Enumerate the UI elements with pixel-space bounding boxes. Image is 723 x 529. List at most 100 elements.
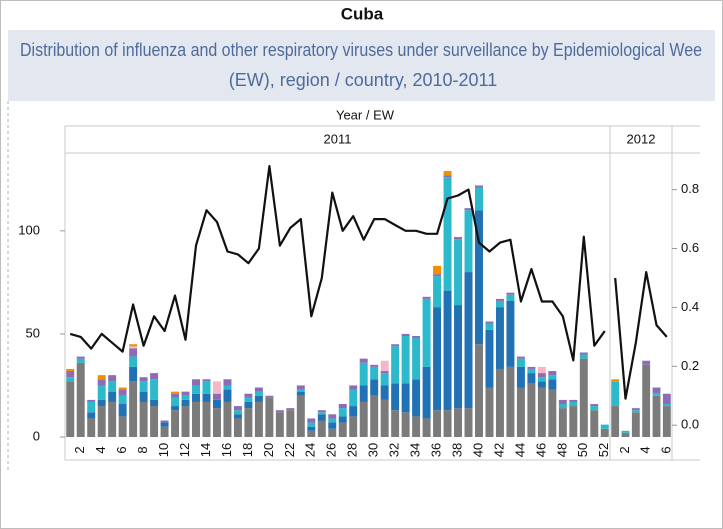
bar-segment xyxy=(223,385,232,390)
bar-segment xyxy=(296,385,305,390)
x-tick-label: 2 xyxy=(72,446,87,453)
x-tick-label: 38 xyxy=(449,443,464,457)
x-tick-label: 14 xyxy=(198,443,213,457)
x-tick-label: 34 xyxy=(408,443,423,457)
bar-segment xyxy=(317,410,326,413)
x-tick-label: 8 xyxy=(135,446,150,453)
bar-segment xyxy=(139,377,148,382)
bar-segment xyxy=(621,430,630,433)
bar-segment xyxy=(265,397,274,437)
bar-segment xyxy=(631,412,640,437)
bar-segment xyxy=(317,414,326,421)
bar-segment xyxy=(475,344,483,437)
y2-tick-label: 0.4 xyxy=(681,299,699,314)
bar-segment xyxy=(537,366,546,374)
bar-segment xyxy=(171,397,180,407)
bar-segment xyxy=(212,381,221,394)
bar-segment xyxy=(286,410,295,437)
bar-segment xyxy=(433,410,442,437)
bar-segment xyxy=(506,292,515,295)
x-tick-label: 4 xyxy=(638,446,653,453)
chart-subtitle: Distribution of influenza and other resp… xyxy=(20,40,702,60)
bar-segment xyxy=(537,387,546,437)
bar-segment xyxy=(422,366,431,419)
bar-segment xyxy=(87,418,96,437)
bar-segment xyxy=(150,373,159,380)
bar-segment xyxy=(233,414,242,419)
bar-segment xyxy=(454,305,463,409)
bar-segment xyxy=(516,387,525,437)
bar-segment xyxy=(642,360,651,365)
bar-segment xyxy=(412,335,421,339)
bar-segment xyxy=(129,381,138,437)
bar-segment xyxy=(108,391,117,402)
bar-segment xyxy=(433,274,442,277)
bar-segment xyxy=(527,373,536,384)
bar-segment xyxy=(160,420,169,423)
bar-segment xyxy=(338,422,347,437)
bar-segment xyxy=(558,399,567,405)
bar-segment xyxy=(181,406,190,437)
x-tick-label: 26 xyxy=(324,443,339,457)
bar-segment xyxy=(527,383,536,437)
bar-segment xyxy=(87,399,96,402)
bar-segment xyxy=(87,401,96,413)
bar-segment xyxy=(506,366,515,437)
bar-segment xyxy=(328,422,337,429)
bar-segment xyxy=(548,379,557,390)
bar-segment xyxy=(443,175,452,178)
bar-segment xyxy=(338,404,347,409)
bar-segment xyxy=(422,298,431,367)
bar-segment xyxy=(244,397,253,402)
bar-segment xyxy=(275,410,284,413)
bar-segment xyxy=(443,410,452,437)
bar-segment xyxy=(485,321,494,324)
x-tick-label: 6 xyxy=(658,446,673,453)
subtitle-box xyxy=(8,30,715,101)
bar-segment xyxy=(495,307,504,369)
bar-segment xyxy=(171,393,180,398)
bar-segment xyxy=(652,395,661,437)
x-tick-label: 18 xyxy=(240,443,255,457)
bar-segment xyxy=(642,364,651,437)
y2-tick-label: 0.0 xyxy=(681,417,699,432)
bar-segment xyxy=(443,171,452,176)
bar-segment xyxy=(150,406,159,437)
bar-segment xyxy=(537,373,546,378)
bar-segment xyxy=(662,406,671,437)
bar-segment xyxy=(150,379,159,400)
x-tick-label: 28 xyxy=(345,443,360,457)
bar-segment xyxy=(621,432,630,437)
bar-segment xyxy=(370,395,379,437)
bar-segment xyxy=(359,401,368,437)
bar-segment xyxy=(380,371,389,374)
bar-segment xyxy=(129,344,138,347)
x-tick-label: 40 xyxy=(470,443,485,457)
bar-segment xyxy=(181,399,190,407)
bar-segment xyxy=(527,366,536,369)
bar-segment xyxy=(569,406,578,437)
bar-segment xyxy=(485,323,494,330)
line-series xyxy=(69,165,606,362)
line-series xyxy=(614,271,668,400)
bar-segment xyxy=(317,412,326,415)
bar-segment xyxy=(139,381,148,392)
bar-segment xyxy=(265,395,274,398)
bar-segment xyxy=(296,389,305,392)
bar-segment xyxy=(192,401,200,437)
bar-segment xyxy=(66,381,75,437)
bar-segment xyxy=(359,358,368,363)
y-tick-label: 50 xyxy=(26,325,40,340)
bar-segment xyxy=(97,375,106,380)
bar-segment xyxy=(129,346,138,349)
bar-segment xyxy=(150,399,159,407)
panel-label: 2011 xyxy=(324,131,352,146)
bar-segment xyxy=(349,385,358,390)
bar-segment xyxy=(139,401,148,437)
bar-segment xyxy=(192,379,200,386)
chart-subtitle: (EW), region / country, 2010-2011 xyxy=(229,70,497,90)
bar-segment xyxy=(129,356,138,367)
bar-segment xyxy=(338,416,347,423)
bar-segment xyxy=(516,358,525,367)
